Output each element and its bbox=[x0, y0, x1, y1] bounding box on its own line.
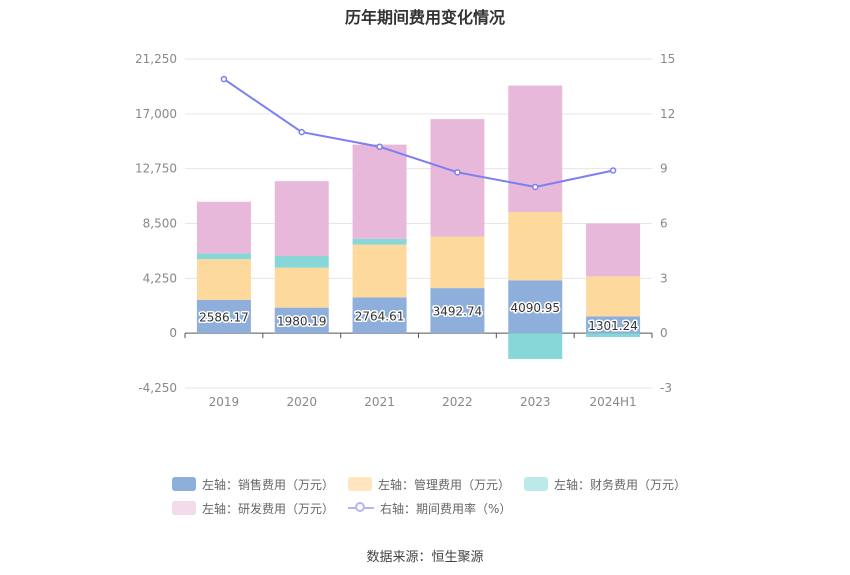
data-label-sales: 1301.24 bbox=[588, 319, 638, 333]
legend-row-1: 左轴：销售费用（万元） 左轴：管理费用（万元） 左轴：财务费用（万元） bbox=[172, 472, 732, 496]
data-label-sales: 3492.74 bbox=[433, 305, 483, 319]
legend-item-rate[interactable]: 右轴：期间费用率（%） bbox=[348, 500, 511, 517]
y-right-tick-label: -3 bbox=[660, 381, 672, 395]
bar-admin bbox=[274, 267, 329, 308]
chart-title: 历年期间费用变化情况 bbox=[344, 8, 505, 27]
data-label-sales: 2586.17 bbox=[199, 310, 249, 324]
legend-label-admin: 左轴：管理费用（万元） bbox=[378, 477, 511, 492]
data-label-sales: 2764.61 bbox=[355, 309, 405, 323]
y-left-tick-label: 4,250 bbox=[143, 271, 177, 285]
legend-swatch-sales bbox=[172, 477, 196, 491]
x-tick-label: 2021 bbox=[364, 395, 395, 409]
legend-swatch-admin bbox=[348, 477, 373, 491]
y-left-tick-label: 17,000 bbox=[135, 107, 177, 121]
point-rate bbox=[298, 128, 305, 136]
y-right-tick-label: 0 bbox=[660, 326, 668, 340]
bar-sales bbox=[586, 316, 641, 334]
line-rate bbox=[223, 78, 614, 188]
data-label-sales: 4090.95 bbox=[510, 301, 560, 315]
legend-label-rate: 右轴：期间费用率（%） bbox=[380, 501, 512, 516]
bar-finance bbox=[352, 238, 407, 245]
bar-finance bbox=[508, 333, 563, 359]
y-right-tick-label: 15 bbox=[660, 52, 675, 66]
bar-sales bbox=[352, 297, 407, 334]
bar-rd bbox=[274, 181, 329, 257]
y-right-tick-label: 6 bbox=[660, 217, 668, 231]
legend-item-admin[interactable]: 左轴：管理费用（万元） bbox=[348, 476, 510, 493]
bar-admin bbox=[196, 259, 251, 300]
legend-item-rd[interactable]: 左轴：研发费用（万元） bbox=[172, 500, 334, 517]
legend-item-finance[interactable]: 左轴：财务费用（万元） bbox=[524, 476, 686, 493]
legend-item-sales[interactable]: 左轴：销售费用（万元） bbox=[172, 476, 334, 493]
point-rate bbox=[454, 169, 461, 176]
y-left-tick-label: 8,500 bbox=[143, 217, 177, 231]
bar-sales bbox=[508, 280, 563, 334]
point-rate bbox=[609, 167, 617, 174]
legend: 左轴：销售费用（万元） 左轴：管理费用（万元） 左轴：财务费用（万元） 左轴：研… bbox=[172, 472, 732, 520]
x-tick-label: 2024H1 bbox=[589, 395, 636, 409]
legend-row-2: 左轴：研发费用（万元） 右轴：期间费用率（%） bbox=[172, 496, 732, 520]
legend-swatch-finance bbox=[524, 477, 549, 491]
bar-rd bbox=[196, 201, 251, 254]
y-left-tick-label: -4,250 bbox=[138, 381, 177, 395]
legend-label-finance: 左轴：财务费用（万元） bbox=[554, 477, 687, 492]
bar-admin bbox=[586, 276, 641, 317]
x-tick-label: 2020 bbox=[286, 395, 317, 409]
data-source: 数据来源：恒生聚源 bbox=[366, 550, 484, 565]
bar-finance bbox=[586, 333, 641, 338]
x-tick-label: 2022 bbox=[442, 395, 473, 409]
bar-finance bbox=[196, 253, 251, 260]
bar-sales bbox=[274, 307, 329, 334]
bar-rd bbox=[352, 144, 407, 239]
y-left-tick-label: 21,250 bbox=[135, 52, 177, 66]
bar-sales bbox=[430, 288, 485, 334]
bar-rd bbox=[430, 119, 485, 237]
bar-finance bbox=[274, 256, 329, 268]
y-left-tick-label: 0 bbox=[169, 326, 177, 340]
y-right-tick-label: 3 bbox=[660, 271, 668, 285]
y-right-tick-label: 12 bbox=[660, 107, 675, 121]
y-left-tick-label: 12,750 bbox=[135, 162, 177, 176]
bar-admin bbox=[430, 236, 485, 289]
point-rate bbox=[532, 183, 539, 191]
legend-swatch-rd bbox=[172, 501, 196, 515]
bar-sales bbox=[196, 299, 251, 334]
bar-admin bbox=[508, 212, 563, 281]
legend-label-sales: 左轴：销售费用（万元） bbox=[202, 477, 335, 492]
point-rate bbox=[220, 75, 228, 83]
x-tick-label: 2023 bbox=[520, 395, 551, 409]
bar-admin bbox=[352, 244, 407, 298]
bar-rd bbox=[586, 223, 641, 277]
legend-swatch-rate bbox=[348, 501, 375, 515]
legend-label-rd: 左轴：研发费用（万元） bbox=[202, 501, 335, 516]
point-rate bbox=[376, 143, 383, 150]
y-right-tick-label: 9 bbox=[660, 162, 668, 176]
bar-rd bbox=[508, 85, 563, 213]
x-tick-label: 2019 bbox=[209, 395, 240, 409]
data-label-sales: 1980.19 bbox=[277, 314, 327, 328]
